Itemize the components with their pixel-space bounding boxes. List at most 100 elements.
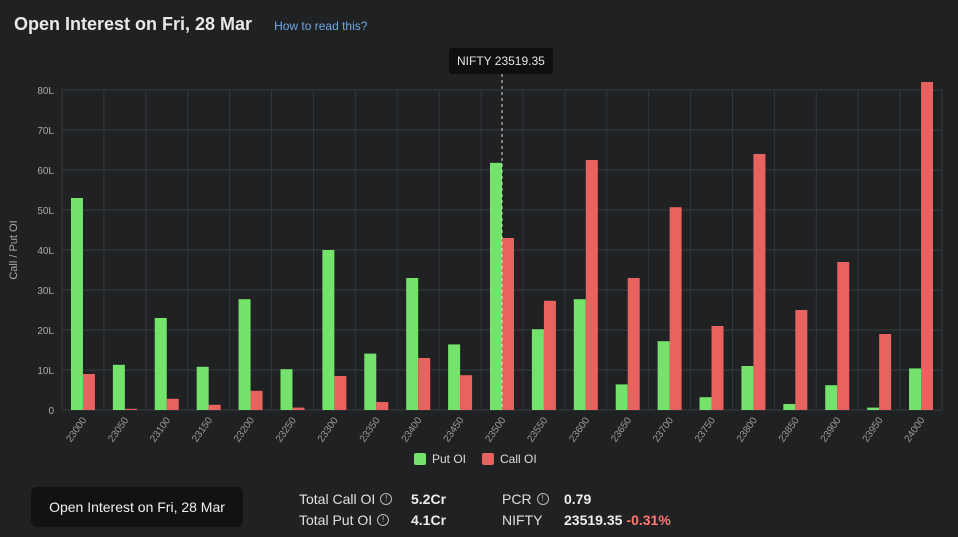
call-oi-bar: [208, 404, 221, 410]
x-tick-label: 23550: [525, 415, 550, 444]
header: Open Interest on Fri, 28 Mar How to read…: [14, 14, 367, 35]
x-tick-label: 23050: [106, 415, 131, 444]
call-oi-bar: [166, 398, 179, 410]
call-oi-bar: [921, 82, 934, 410]
call-oi-bar: [879, 334, 892, 410]
x-tick-label: 23450: [442, 415, 467, 444]
put-oi-bar: [238, 299, 251, 410]
put-oi-bar: [573, 299, 586, 410]
x-tick-label: 23800: [735, 415, 760, 444]
put-oi-bar: [615, 384, 628, 410]
call-oi-bar: [669, 207, 682, 410]
put-swatch: [414, 453, 426, 465]
x-tick-label: 23900: [819, 415, 844, 444]
put-oi-bar: [825, 385, 838, 410]
oi-date-button[interactable]: Open Interest on Fri, 28 Mar: [31, 487, 243, 527]
oi-totals: Total Call OI ! 5.2Cr Total Put OI ! 4.1…: [299, 488, 446, 530]
put-oi-bar: [531, 329, 544, 410]
put-oi-bar: [406, 278, 419, 410]
x-tick-label: 23150: [190, 415, 215, 444]
nifty-label: NIFTY: [502, 511, 543, 528]
x-tick-label: 23100: [148, 415, 173, 444]
call-oi-bar: [711, 326, 724, 410]
put-oi-bar: [322, 250, 335, 410]
market-stats: PCR ! 0.79 NIFTY 23519.35 -0.31%: [502, 488, 671, 530]
spot-tooltip: NIFTY 23519.35: [449, 48, 553, 74]
x-tick-label: 23500: [483, 415, 508, 444]
put-oi-bar: [909, 368, 922, 410]
y-tick-label: 20L: [37, 326, 54, 337]
call-oi-bar: [376, 402, 389, 410]
total-call-value: 5.2Cr: [411, 490, 447, 507]
put-oi-bar: [741, 366, 754, 410]
x-tick-label: 23600: [567, 415, 592, 444]
call-oi-bar: [250, 390, 263, 410]
y-tick-label: 50L: [37, 206, 54, 217]
nifty-change: -0.31%: [626, 511, 671, 528]
help-link[interactable]: How to read this?: [274, 19, 368, 33]
call-oi-bar: [753, 154, 766, 410]
call-oi-bar: [585, 160, 598, 410]
total-call-label: Total Call OI: [299, 490, 376, 507]
put-oi-bar: [70, 198, 83, 410]
x-tick-label: 23850: [777, 415, 802, 444]
put-oi-bar: [867, 407, 880, 410]
info-icon[interactable]: !: [380, 492, 393, 505]
put-oi-bar: [448, 344, 461, 410]
x-tick-label: 23950: [861, 415, 886, 444]
call-oi-bar: [543, 300, 556, 410]
put-oi-bar: [657, 341, 670, 410]
page-title: Open Interest on Fri, 28 Mar: [14, 14, 253, 34]
x-tick-label: 23750: [693, 415, 718, 444]
x-tick-label: 24000: [903, 415, 928, 444]
call-oi-bar: [627, 278, 640, 410]
call-oi-bar: [418, 358, 431, 410]
call-oi-bar: [82, 374, 95, 410]
y-tick-label: 30L: [37, 286, 54, 297]
x-tick-label: 23700: [651, 415, 676, 444]
call-oi-bar: [124, 408, 137, 410]
legend: Put OI Call OI: [414, 452, 553, 466]
legend-call-label: Call OI: [500, 452, 537, 466]
legend-put[interactable]: Put OI: [414, 452, 466, 466]
put-oi-bar: [364, 353, 377, 410]
x-tick-label: 23200: [232, 415, 257, 444]
legend-call[interactable]: Call OI: [482, 452, 537, 466]
info-icon[interactable]: !: [536, 492, 549, 505]
x-tick-label: 23650: [609, 415, 634, 444]
legend-put-label: Put OI: [432, 452, 467, 466]
x-tick-label: 23000: [64, 415, 89, 444]
put-oi-bar: [196, 366, 209, 410]
call-oi-bar: [292, 407, 305, 410]
put-oi-bar: [112, 364, 125, 410]
put-oi-bar: [154, 318, 167, 410]
call-oi-bar: [502, 238, 514, 410]
call-oi-bar: [837, 262, 850, 410]
put-oi-bar: [699, 397, 712, 410]
y-tick-label: 70L: [37, 126, 54, 137]
call-oi-bar: [334, 376, 347, 410]
x-tick-label: 23350: [358, 415, 383, 444]
total-put-value: 4.1Cr: [411, 511, 447, 528]
total-put-label: Total Put OI: [299, 511, 373, 528]
y-tick-label: 10L: [37, 366, 54, 377]
pcr-label: PCR: [502, 490, 532, 507]
y-axis-label: Call / Put OI: [8, 220, 20, 279]
x-tick-label: 23400: [400, 415, 425, 444]
x-tick-label: 23300: [316, 415, 341, 444]
put-oi-bar: [783, 404, 796, 410]
call-oi-bar: [795, 310, 808, 410]
y-tick-label: 0: [48, 406, 54, 417]
call-swatch: [482, 453, 495, 465]
put-oi-bar: [490, 162, 502, 410]
y-tick-label: 60L: [37, 166, 54, 177]
x-tick-label: 23250: [274, 415, 299, 444]
y-tick-label: 80L: [37, 86, 54, 97]
pcr-value: 0.79: [564, 490, 592, 507]
y-tick-label: 40L: [37, 246, 54, 257]
call-oi-bar: [460, 375, 473, 410]
info-icon[interactable]: !: [377, 513, 390, 526]
put-oi-bar: [280, 369, 293, 410]
nifty-value: 23519.35: [564, 511, 623, 528]
